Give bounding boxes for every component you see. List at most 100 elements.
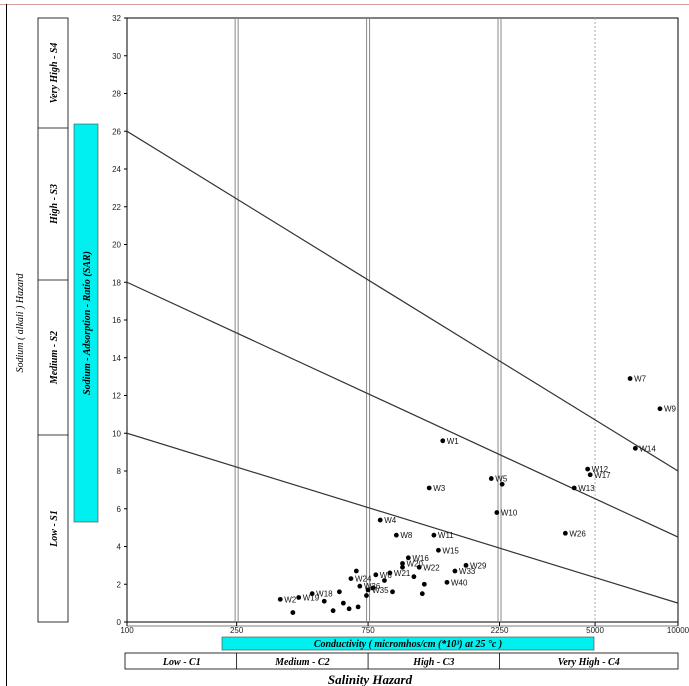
point-label: W17: [594, 471, 611, 480]
data-point: [587, 472, 593, 478]
salinity-class-label: Medium - C2: [274, 657, 329, 668]
data-point: [405, 555, 411, 561]
x-axis-label-box: [221, 636, 595, 651]
data-point: [444, 579, 450, 585]
data-point: [390, 589, 395, 595]
y-tick-label: 14: [112, 354, 121, 363]
data-point: [452, 568, 458, 574]
data-point: [336, 589, 342, 595]
data-point: [632, 445, 638, 451]
data-point: [340, 600, 346, 606]
point-label: W2: [284, 595, 297, 604]
point-label: W33: [459, 567, 476, 576]
point-label: W16: [412, 554, 429, 563]
x-tick-label: 2250: [491, 626, 509, 635]
point-label: W40: [451, 578, 468, 587]
salinity-class-label: Low - C1: [162, 657, 201, 668]
point-label: W14: [639, 444, 656, 453]
y-tick-label: 22: [112, 203, 121, 212]
data-point: [419, 591, 425, 597]
point-label: W24: [355, 575, 372, 584]
y-tick-label: 8: [117, 467, 122, 476]
data-point: [436, 547, 441, 553]
point-label: W20: [407, 559, 424, 568]
hazard-boundary-line: [126, 281, 679, 538]
y-tick-label: 6: [117, 505, 122, 514]
data-point: [370, 585, 376, 591]
data-point: [393, 532, 399, 538]
y-tick-label: 20: [112, 241, 121, 250]
y-tick-label: 0: [117, 618, 122, 627]
data-point: [400, 561, 405, 566]
data-point: [421, 581, 427, 587]
x-tick-label: 5000: [586, 626, 604, 635]
data-point: [400, 564, 405, 570]
x-tick-label: 100: [120, 626, 134, 635]
point-label: W12: [592, 465, 609, 474]
data-point: [382, 578, 387, 583]
data-point: [348, 576, 354, 581]
point-label: W29: [470, 561, 487, 570]
y-tick-label: 12: [112, 392, 121, 401]
point-label: W4: [384, 516, 397, 525]
salinity-class-strip: [124, 652, 679, 670]
x-tick-label: 250: [230, 626, 244, 635]
y-tick-label: 10: [112, 429, 121, 438]
point-label: W19: [303, 593, 320, 602]
point-label: W11: [438, 531, 454, 540]
data-point: [488, 476, 494, 481]
y-tick-label: 28: [112, 90, 121, 99]
point-label: W3: [433, 484, 446, 493]
y-tick-label: 30: [112, 52, 121, 61]
data-point: [585, 466, 591, 472]
y-tick-label: 24: [112, 165, 121, 174]
salinity-class-label: Very High - C4: [558, 657, 620, 668]
y-tick-label: 16: [112, 316, 121, 325]
data-point: [416, 564, 422, 570]
data-point: [364, 593, 369, 598]
salinity-class-label: High - C3: [412, 657, 454, 668]
y-axis-label: Sodium - Adsorption - Ratio (SAR): [82, 251, 93, 395]
point-label: W7: [634, 375, 647, 384]
y-tick-label: 18: [112, 278, 121, 287]
data-point: [309, 591, 315, 597]
x-axis-label: Conductivity ( micromhos/cm (*10³) at 25…: [314, 639, 502, 650]
data-point: [373, 572, 379, 578]
data-point: [277, 596, 283, 602]
data-point: [571, 485, 577, 491]
y-axis-label-box: [73, 123, 99, 523]
data-point: [426, 485, 432, 491]
sodium-class-label: Very High - S4: [49, 43, 60, 104]
data-point: [562, 530, 568, 536]
data-point: [353, 568, 359, 574]
left-rule: [6, 4, 7, 686]
data-point: [463, 562, 469, 568]
point-label: W22: [423, 563, 440, 572]
point-label: W5: [495, 475, 508, 484]
sodium-class-label: Low - S1: [49, 510, 60, 548]
data-point: [627, 376, 633, 381]
data-point: [440, 438, 446, 444]
top-rule: [0, 4, 689, 5]
x-tick-label: 750: [361, 626, 375, 635]
data-point: [357, 583, 363, 589]
data-point: [387, 570, 393, 576]
point-label: W9: [664, 405, 677, 414]
data-point: [365, 587, 371, 593]
point-label: W18: [316, 590, 333, 599]
data-point: [431, 532, 437, 538]
point-label: W15: [442, 546, 459, 555]
data-point: [330, 608, 336, 614]
point-label: W13: [578, 484, 595, 493]
hazard-boundary-line: [126, 432, 679, 604]
plot-frame: [126, 17, 679, 623]
data-point: [411, 574, 417, 580]
sodium-class-label: Medium - S2: [49, 331, 60, 385]
sodium-class-strip: [37, 17, 69, 623]
point-label: W6: [380, 571, 393, 580]
y-tick-label: 4: [117, 543, 122, 552]
salinity-hazard-title: Salinity Hazard: [328, 672, 413, 686]
hazard-boundary-line: [126, 130, 679, 472]
data-point: [321, 598, 327, 604]
